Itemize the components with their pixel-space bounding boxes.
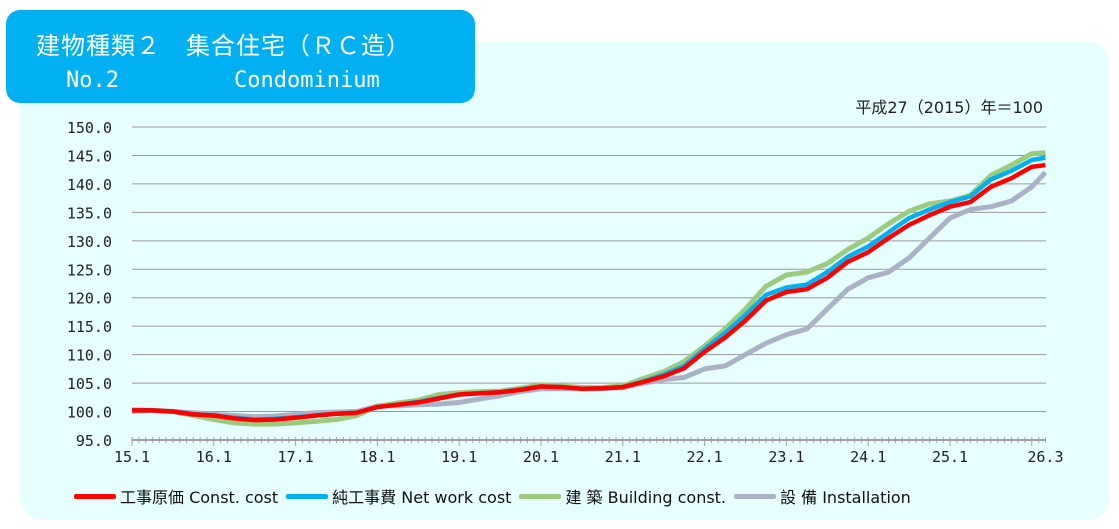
title-en: Condominium (234, 68, 380, 93)
legend-item-installation: 設 備 Installation (734, 484, 911, 508)
legend-label: 設 備 Installation (780, 488, 911, 507)
y-tick-label: 100.0 (67, 404, 112, 422)
title-number: No.2 (66, 68, 119, 93)
x-tick-label: 17.1 (278, 448, 314, 466)
title-banner: 建物種類２ 集合住宅（ＲＣ造） No.2 Condominium (6, 10, 475, 103)
legend-swatch (286, 493, 329, 499)
y-tick-label: 95.0 (76, 432, 112, 450)
legend: 工事原価 Const. cost 純工事費 Net work cost 建 築 … (74, 484, 919, 508)
x-tick-label: 16.1 (196, 448, 232, 466)
y-tick-label: 105.0 (67, 375, 112, 393)
x-tick-label: 18.1 (359, 448, 395, 466)
y-tick-label: 140.0 (67, 176, 112, 194)
x-tick-label: 15.1 (114, 448, 150, 466)
y-tick-label: 115.0 (67, 318, 112, 336)
y-tick-label: 145.0 (67, 147, 112, 165)
x-tick-label: 20.1 (523, 448, 559, 466)
y-tick-label: 120.0 (67, 290, 112, 308)
x-tick-label: 26.3 (1027, 448, 1063, 466)
legend-item-building: 建 築 Building const. (519, 484, 726, 508)
legend-swatch (74, 493, 116, 499)
legend-item-const-cost: 工事原価 Const. cost (74, 484, 278, 508)
y-tick-label: 135.0 (67, 204, 112, 222)
x-tick-label: 23.1 (768, 448, 804, 466)
title-jp: 建物種類２ 集合住宅（ＲＣ造） (36, 32, 411, 60)
base-year-note: 平成27（2015）年＝100 (855, 98, 1043, 117)
legend-item-net-work-cost: 純工事費 Net work cost (286, 484, 511, 508)
legend-swatch (734, 493, 777, 499)
y-tick-label: 150.0 (67, 119, 112, 137)
legend-swatch (519, 493, 562, 499)
legend-label: 純工事費 Net work cost (332, 488, 512, 507)
x-tick-label: 19.1 (441, 448, 477, 466)
x-tick-label: 21.1 (605, 448, 641, 466)
y-tick-label: 110.0 (67, 347, 112, 365)
series-line-0 (132, 162, 1046, 423)
legend-label: 建 築 Building const. (565, 488, 727, 507)
y-tick-label: 125.0 (67, 261, 112, 279)
x-tick-label: 22.1 (687, 448, 723, 466)
y-tick-label: 130.0 (67, 233, 112, 251)
x-tick-label: 25.1 (932, 448, 968, 466)
series-line-1 (132, 155, 1046, 422)
x-tick-label: 24.1 (850, 448, 886, 466)
legend-label: 工事原価 Const. cost (120, 488, 279, 507)
